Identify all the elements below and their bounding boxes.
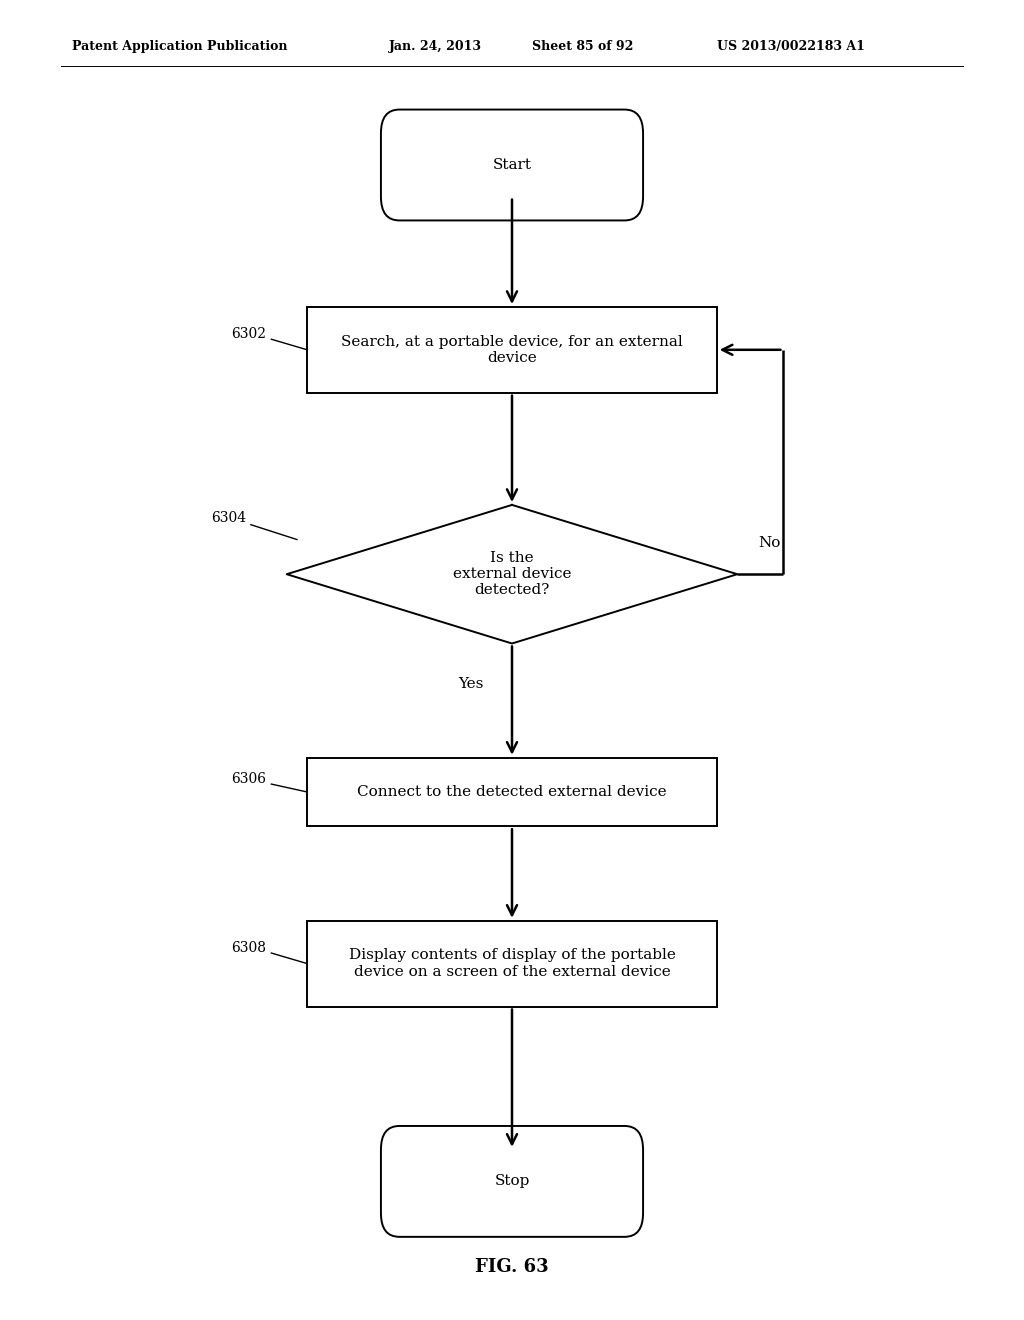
FancyBboxPatch shape [381,1126,643,1237]
Bar [307,921,717,1006]
Text: Display contents of display of the portable
device on a screen of the external d: Display contents of display of the porta… [348,949,676,978]
Text: Yes: Yes [459,677,483,690]
Text: US 2013/0022183 A1: US 2013/0022183 A1 [717,40,864,53]
Text: FIG. 63: FIG. 63 [475,1258,549,1276]
Text: 6304: 6304 [211,511,246,525]
Text: Search, at a portable device, for an external
device: Search, at a portable device, for an ext… [341,335,683,364]
Text: Sheet 85 of 92: Sheet 85 of 92 [532,40,634,53]
Polygon shape [287,506,737,644]
Text: Start: Start [493,158,531,172]
Text: 6308: 6308 [231,941,266,954]
Text: Is the
external device
detected?: Is the external device detected? [453,550,571,598]
Text: Patent Application Publication: Patent Application Publication [72,40,287,53]
Text: 6306: 6306 [231,772,266,785]
Text: Jan. 24, 2013: Jan. 24, 2013 [389,40,482,53]
FancyBboxPatch shape [381,110,643,220]
Text: No: No [758,536,780,550]
Text: Stop: Stop [495,1175,529,1188]
Bar [307,306,717,393]
Text: Connect to the detected external device: Connect to the detected external device [357,785,667,799]
Text: 6302: 6302 [231,327,266,341]
Bar [307,758,717,826]
